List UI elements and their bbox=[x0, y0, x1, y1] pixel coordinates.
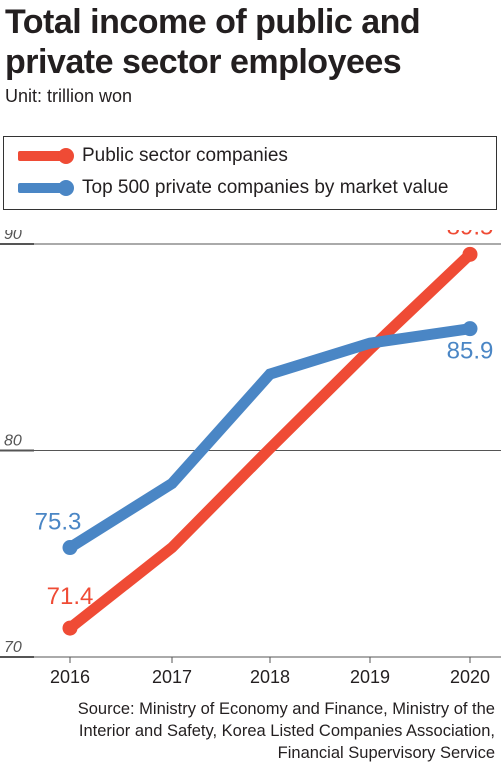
source-line-3: Financial Supervisory Service bbox=[277, 744, 495, 762]
legend-item-private: Top 500 private companies by market valu… bbox=[18, 176, 448, 200]
source-line-2: Interior and Safety, Korea Listed Compan… bbox=[78, 722, 495, 740]
y-tick-label: 80 bbox=[4, 433, 22, 450]
series-line-1 bbox=[67, 323, 471, 553]
chart-title-line-1: Total income of public and bbox=[5, 3, 421, 41]
data-point-1-0 bbox=[62, 540, 78, 556]
legend-swatch-public bbox=[18, 148, 74, 164]
y-tick-label: 70 bbox=[4, 639, 22, 656]
chart-title: Total income of public and private secto… bbox=[5, 2, 495, 82]
data-label-0-4: 89.5 bbox=[447, 230, 494, 240]
data-label-1-4: 85.9 bbox=[447, 338, 494, 365]
legend-item-public: Public sector companies bbox=[18, 144, 288, 168]
legend-label-public: Public sector companies bbox=[82, 145, 288, 166]
series-line-0 bbox=[66, 250, 474, 633]
line-chart: 70 80 90 2016 2017 2018 2019 2020 71.4 89.5 75.3 85… bbox=[0, 230, 501, 687]
x-tick-label: 2018 bbox=[250, 667, 290, 687]
legend-label-private: Top 500 private companies by market valu… bbox=[82, 177, 449, 198]
data-point-0-0 bbox=[62, 620, 78, 636]
legend: Public sector companies Top 500 private … bbox=[3, 136, 497, 210]
data-label-0-0: 71.4 bbox=[47, 583, 94, 610]
unit-label: Unit: trillion won bbox=[5, 86, 133, 106]
x-tick-label: 2020 bbox=[450, 667, 490, 687]
x-tick-label: 2016 bbox=[50, 667, 90, 687]
source-line-1: Source: Ministry of Economy and Finance,… bbox=[77, 700, 495, 718]
data-point-0-4 bbox=[462, 246, 478, 262]
x-tick-label: 2017 bbox=[152, 667, 192, 687]
chart-title-line-2: private sector employees bbox=[5, 43, 402, 81]
x-tick-label: 2019 bbox=[350, 667, 390, 687]
data-label-1-0: 75.3 bbox=[35, 509, 82, 536]
source-note: Source: Ministry of Economy and Finance,… bbox=[5, 698, 495, 764]
legend-swatch-private bbox=[18, 180, 74, 196]
y-tick-label: 90 bbox=[4, 230, 22, 243]
data-point-1-4 bbox=[462, 321, 478, 337]
